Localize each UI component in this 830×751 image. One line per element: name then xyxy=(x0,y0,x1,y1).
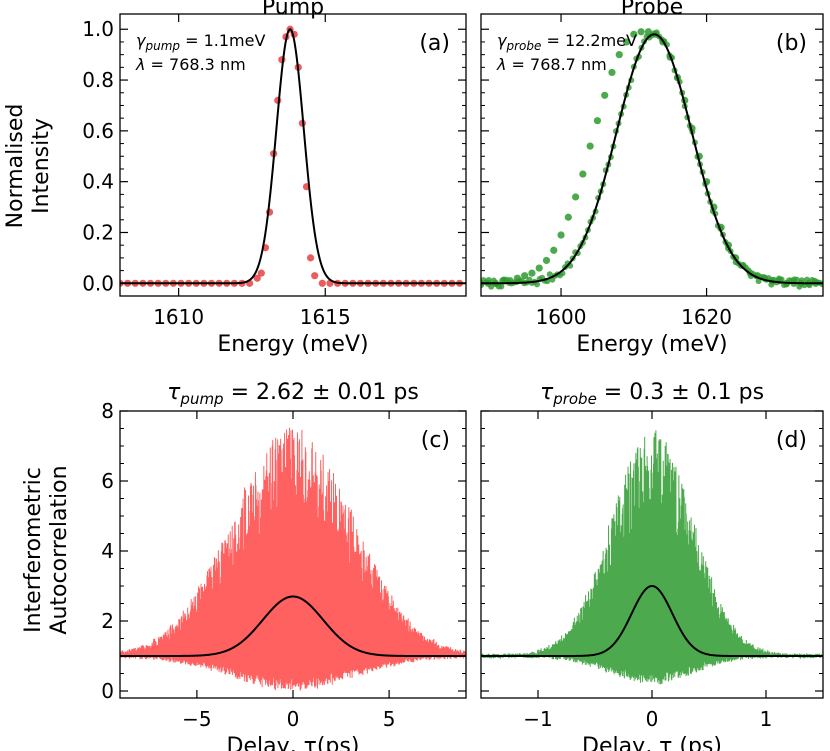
y-tick-label: 0.6 xyxy=(82,119,114,143)
data-point xyxy=(601,91,609,99)
y-tick-label: 8 xyxy=(101,399,114,423)
data-point xyxy=(637,28,645,36)
data-point xyxy=(768,281,775,288)
x-tick-label: 1 xyxy=(760,707,773,731)
x-axis-label: Energy (meV) xyxy=(217,332,368,357)
x-tick-label: 1610 xyxy=(153,305,204,329)
title-value: = 0.3 ± 0.1 ps xyxy=(597,380,764,405)
annotation: λ = 768.3 nm xyxy=(135,55,246,74)
x-axis-label: Delay, τ (ps) xyxy=(582,734,722,751)
y-tick-label: 2 xyxy=(101,609,114,633)
y-tick-label: 4 xyxy=(101,539,114,563)
ylabel-top-line2: Intensity xyxy=(29,118,54,214)
title-subscript: pump xyxy=(179,390,223,408)
panel-b: 1600 1620 Energy (meV) (b) Probe γprobe = 12.… xyxy=(480,0,824,357)
title-value: = 2.62 ± 0.01 ps xyxy=(224,380,419,405)
series-fit-a xyxy=(120,28,466,285)
x-tick-label: 5 xyxy=(383,707,396,731)
data-point xyxy=(311,272,319,280)
data-point xyxy=(542,256,551,265)
title-subscript: probe xyxy=(552,390,597,408)
title-symbol: τ xyxy=(540,380,554,405)
data-point xyxy=(571,193,580,201)
data-point xyxy=(796,283,803,290)
ylabel-bottom-line2: Autocorrelation xyxy=(47,465,72,634)
x-tick-label: 0 xyxy=(646,707,659,731)
x-axis-label: Energy (meV) xyxy=(576,332,727,357)
title-symbol: τ xyxy=(167,380,181,405)
panel-label: (a) xyxy=(419,31,450,56)
annotation: λ = 768.7 nm xyxy=(496,55,607,74)
y-tick-label: 1.0 xyxy=(82,17,114,41)
data-point xyxy=(778,276,785,283)
axes-frame-a xyxy=(119,13,467,297)
data-point xyxy=(253,274,261,282)
panel-label: (d) xyxy=(776,428,807,453)
data-point xyxy=(535,264,543,272)
ylabel-bottom-line1: Interferometric xyxy=(21,467,46,633)
data-point xyxy=(586,142,594,150)
data-point xyxy=(318,279,326,287)
data-point xyxy=(793,276,800,283)
data-point xyxy=(485,277,492,284)
data-point xyxy=(630,30,638,38)
data-point xyxy=(534,281,541,288)
series-fringes-d xyxy=(481,430,823,685)
series-fit-b xyxy=(481,33,823,285)
x-axis-label: Delay, τ(ps) xyxy=(227,734,360,751)
annotation: γprobe = 12.2meV xyxy=(497,31,637,53)
data-point xyxy=(622,38,631,46)
x-tick-label: 1620 xyxy=(681,305,732,329)
data-point xyxy=(615,51,623,59)
data-point xyxy=(557,231,565,239)
data-point xyxy=(521,272,529,280)
panel-a: 1610 1615 0.0 0.2 0.4 0.6 0.8 1.0 Energy (meV) (a… xyxy=(82,0,467,357)
data-point xyxy=(498,283,505,290)
data-point xyxy=(798,277,805,284)
y-tick-label: 0.4 xyxy=(82,170,114,194)
data-point xyxy=(608,68,616,77)
data-point xyxy=(803,276,810,283)
chart-title: τprobe = 0.3 ± 0.1 ps xyxy=(540,380,764,408)
chart-title: τpump = 2.62 ± 0.01 ps xyxy=(167,380,419,408)
panel-label: (c) xyxy=(421,428,450,453)
data-point xyxy=(550,246,558,254)
x-tick-label: 1600 xyxy=(536,305,587,329)
series-fringes-c xyxy=(120,427,466,691)
data-point xyxy=(488,283,495,290)
panel-d: −1 0 1 Delay, τ (ps) (d) τprobe = 0.3 ± 0.1 p… xyxy=(480,380,824,751)
data-point xyxy=(306,254,315,262)
axes-frame-b xyxy=(480,13,824,297)
chart-title: Pump xyxy=(262,0,324,20)
chart-title: Probe xyxy=(621,0,683,20)
plot-area-d xyxy=(481,430,823,685)
x-tick-label: −5 xyxy=(182,707,211,731)
data-point xyxy=(528,269,536,277)
y-tick-label: 0 xyxy=(101,679,114,703)
y-tick-label: 0.0 xyxy=(82,271,114,295)
plot-area-c xyxy=(120,427,466,691)
y-tick-label: 6 xyxy=(101,469,114,493)
ylabel-top-line1: Normalised xyxy=(3,104,28,229)
data-point xyxy=(257,269,265,277)
x-tick-label: 1615 xyxy=(300,305,351,329)
series-fit-d xyxy=(481,584,823,657)
plot-area-a xyxy=(120,25,466,287)
data-point xyxy=(579,170,587,178)
x-tick-label: 0 xyxy=(287,707,300,731)
data-point xyxy=(564,213,572,221)
y-tick-label: 0.8 xyxy=(82,68,114,92)
data-point xyxy=(546,271,553,278)
annotation: γpump = 1.1meV xyxy=(136,31,265,53)
x-tick-label: −1 xyxy=(523,707,552,731)
y-tick-label: 0.2 xyxy=(82,220,114,244)
panel-label: (b) xyxy=(776,31,807,56)
series-fit-c xyxy=(120,595,466,657)
plot-area-b xyxy=(481,28,823,290)
data-point xyxy=(593,117,602,125)
